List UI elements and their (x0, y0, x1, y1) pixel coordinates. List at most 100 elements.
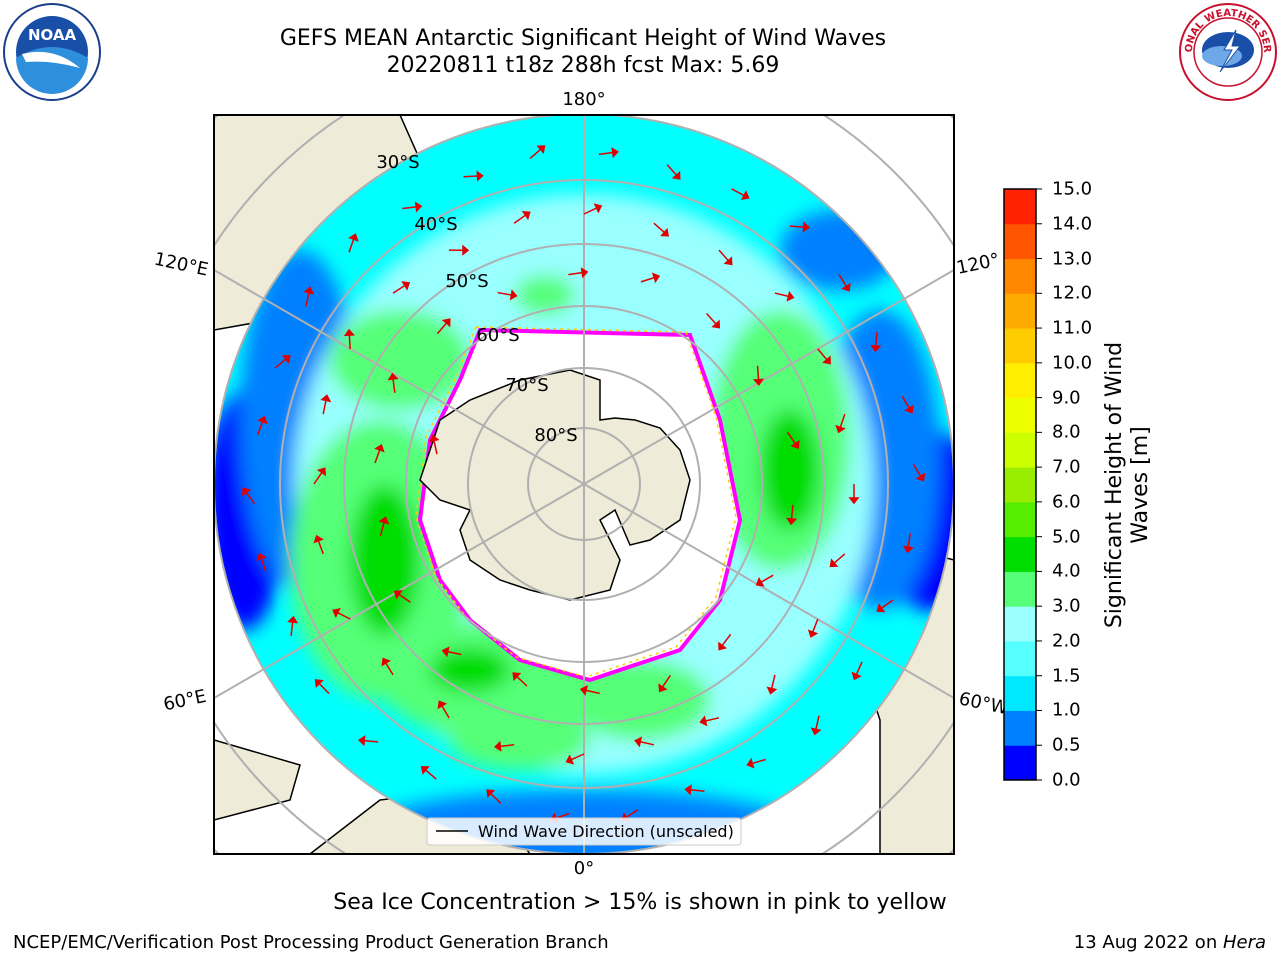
colorbar-tick-label: 1.5 (1052, 665, 1081, 687)
wave-arrow-head (651, 272, 661, 284)
wave-arrow-shaft (625, 808, 639, 818)
colorbar-segment (1004, 189, 1036, 225)
wave-arrow-head (876, 603, 886, 613)
wave-arrow-head (437, 700, 448, 710)
wave-arrow-head (755, 577, 765, 587)
wave-arrow-head (822, 355, 831, 365)
wave-arrow-head (611, 147, 619, 159)
wave-arrow-shaft (555, 812, 570, 819)
wave-arrow-shaft (257, 421, 264, 435)
wave-arrow-head (579, 685, 588, 696)
wave-arrow-shaft (760, 574, 774, 583)
meridian-60w: 60°W (957, 688, 1010, 719)
wave-arrow-shaft (274, 358, 287, 369)
colorbar-segment (1004, 710, 1036, 746)
map-frame (213, 114, 955, 855)
wave-arrow-head (786, 290, 795, 302)
wave-arrow-shaft (756, 365, 760, 380)
colorbar-segment (1004, 362, 1036, 399)
colorbar-tick-label: 5.0 (1052, 526, 1081, 548)
wave-arrow-shaft (833, 553, 846, 564)
wave-arrow-shaft (568, 271, 583, 276)
wave-arrow-shaft (907, 533, 912, 548)
wave-arrow-shaft (392, 284, 406, 294)
wave-arrow-shaft (690, 789, 705, 792)
wave-arrow-shaft (752, 758, 766, 765)
wave-arrow-shaft (516, 676, 528, 687)
colorbar-tick-label: 0.0 (1052, 769, 1081, 791)
wave-arrow-head (316, 467, 327, 477)
wave-arrow-shaft (661, 675, 671, 688)
colorbar-tick-label: 9.0 (1052, 387, 1081, 409)
wave-arrow-shaft (598, 151, 613, 156)
wave-arrow-head (752, 378, 765, 386)
chart-title-line1: GEFS MEAN Antarctic Significant Height o… (279, 26, 887, 51)
wave-arrow-shaft (790, 504, 794, 519)
wave-arrow-head (746, 757, 755, 769)
wave-arrow-head (536, 145, 546, 155)
nws-logo: NATIONAL WEATHER SERVICE (1178, 2, 1277, 101)
wave-arrow-shaft (463, 175, 478, 178)
colorbar-segment (1004, 640, 1036, 677)
ice-note: Sea Ice Concentration > 15% is shown in … (333, 890, 947, 915)
wave-arrow-shaft (666, 164, 677, 176)
wave-arrow-head (718, 641, 728, 651)
wave-arrow-head (521, 211, 531, 221)
wave-arrow-head (870, 344, 882, 353)
wave-arrow-shaft (583, 207, 598, 215)
colorbar-segment (1004, 467, 1036, 503)
wave-arrow-head (807, 629, 819, 638)
wind-wave-arrows (242, 145, 926, 824)
wave-arrow-shaft (839, 413, 846, 428)
meridian-180: 180° (562, 89, 605, 110)
wave-arrow-head (287, 615, 299, 624)
meridian-0: 0° (574, 858, 594, 879)
wave-arrow-head (387, 372, 399, 381)
wave-arrow-shaft (322, 400, 327, 415)
legend-label: Wind Wave Direction (unscaled) (478, 822, 734, 841)
arrow-legend: Wind Wave Direction (unscaled) (426, 817, 742, 846)
wave-arrow-head (358, 735, 366, 747)
wave-arrow-head (486, 789, 496, 799)
wave-arrow-head (711, 319, 721, 329)
colorbar-tick-label: 1.0 (1052, 699, 1081, 721)
wave-arrow-head (476, 170, 484, 182)
wave-arrow-shaft (789, 225, 804, 228)
colorbar-segment (1004, 258, 1036, 294)
wave-arrow-head (810, 727, 822, 736)
wave-arrow-shaft (706, 313, 717, 325)
wave-arrow-head (320, 394, 332, 403)
wave-arrow-head (509, 289, 518, 301)
wave-arrow-head (313, 534, 324, 544)
colorbar-label-line2: Waves [m] (1128, 426, 1153, 544)
wave-arrow-head (343, 328, 355, 337)
meridian-120e: 120°E (152, 249, 210, 281)
wave-arrow-shaft (770, 674, 776, 689)
colorbar-tick-label: 7.0 (1052, 456, 1081, 478)
wave-arrow-head (428, 434, 440, 443)
parallel-30s: 30°S (376, 152, 419, 173)
wave-arrow-head (851, 671, 862, 681)
wave-arrow-shaft (497, 291, 512, 296)
wave-arrow-shaft (812, 618, 819, 633)
wave-arrow-shaft (815, 715, 820, 730)
wave-arrow-shaft (585, 689, 600, 695)
colorbar (1003, 188, 1042, 781)
colorbar-tick-label: 6.0 (1052, 491, 1081, 513)
wave-arrow-head (374, 443, 385, 453)
wave-arrow-shaft (881, 599, 894, 609)
wave-arrow-head (462, 244, 470, 256)
wave-arrow-shaft (731, 188, 745, 197)
wave-arrow-shaft (398, 593, 411, 603)
wave-arrow-head (580, 267, 589, 279)
wave-arrow-shaft (337, 611, 351, 620)
colorbar-tick-label: 0.5 (1052, 734, 1081, 756)
wave-arrow-shaft (318, 682, 330, 695)
colorbar-segment (1004, 432, 1036, 468)
wave-arrow-head (512, 672, 522, 682)
parallel-40s: 40°S (414, 214, 457, 235)
wave-arrow-shaft (570, 753, 585, 761)
wave-arrow-head (420, 766, 430, 775)
colorbar-tick-label: 2.0 (1052, 630, 1081, 652)
